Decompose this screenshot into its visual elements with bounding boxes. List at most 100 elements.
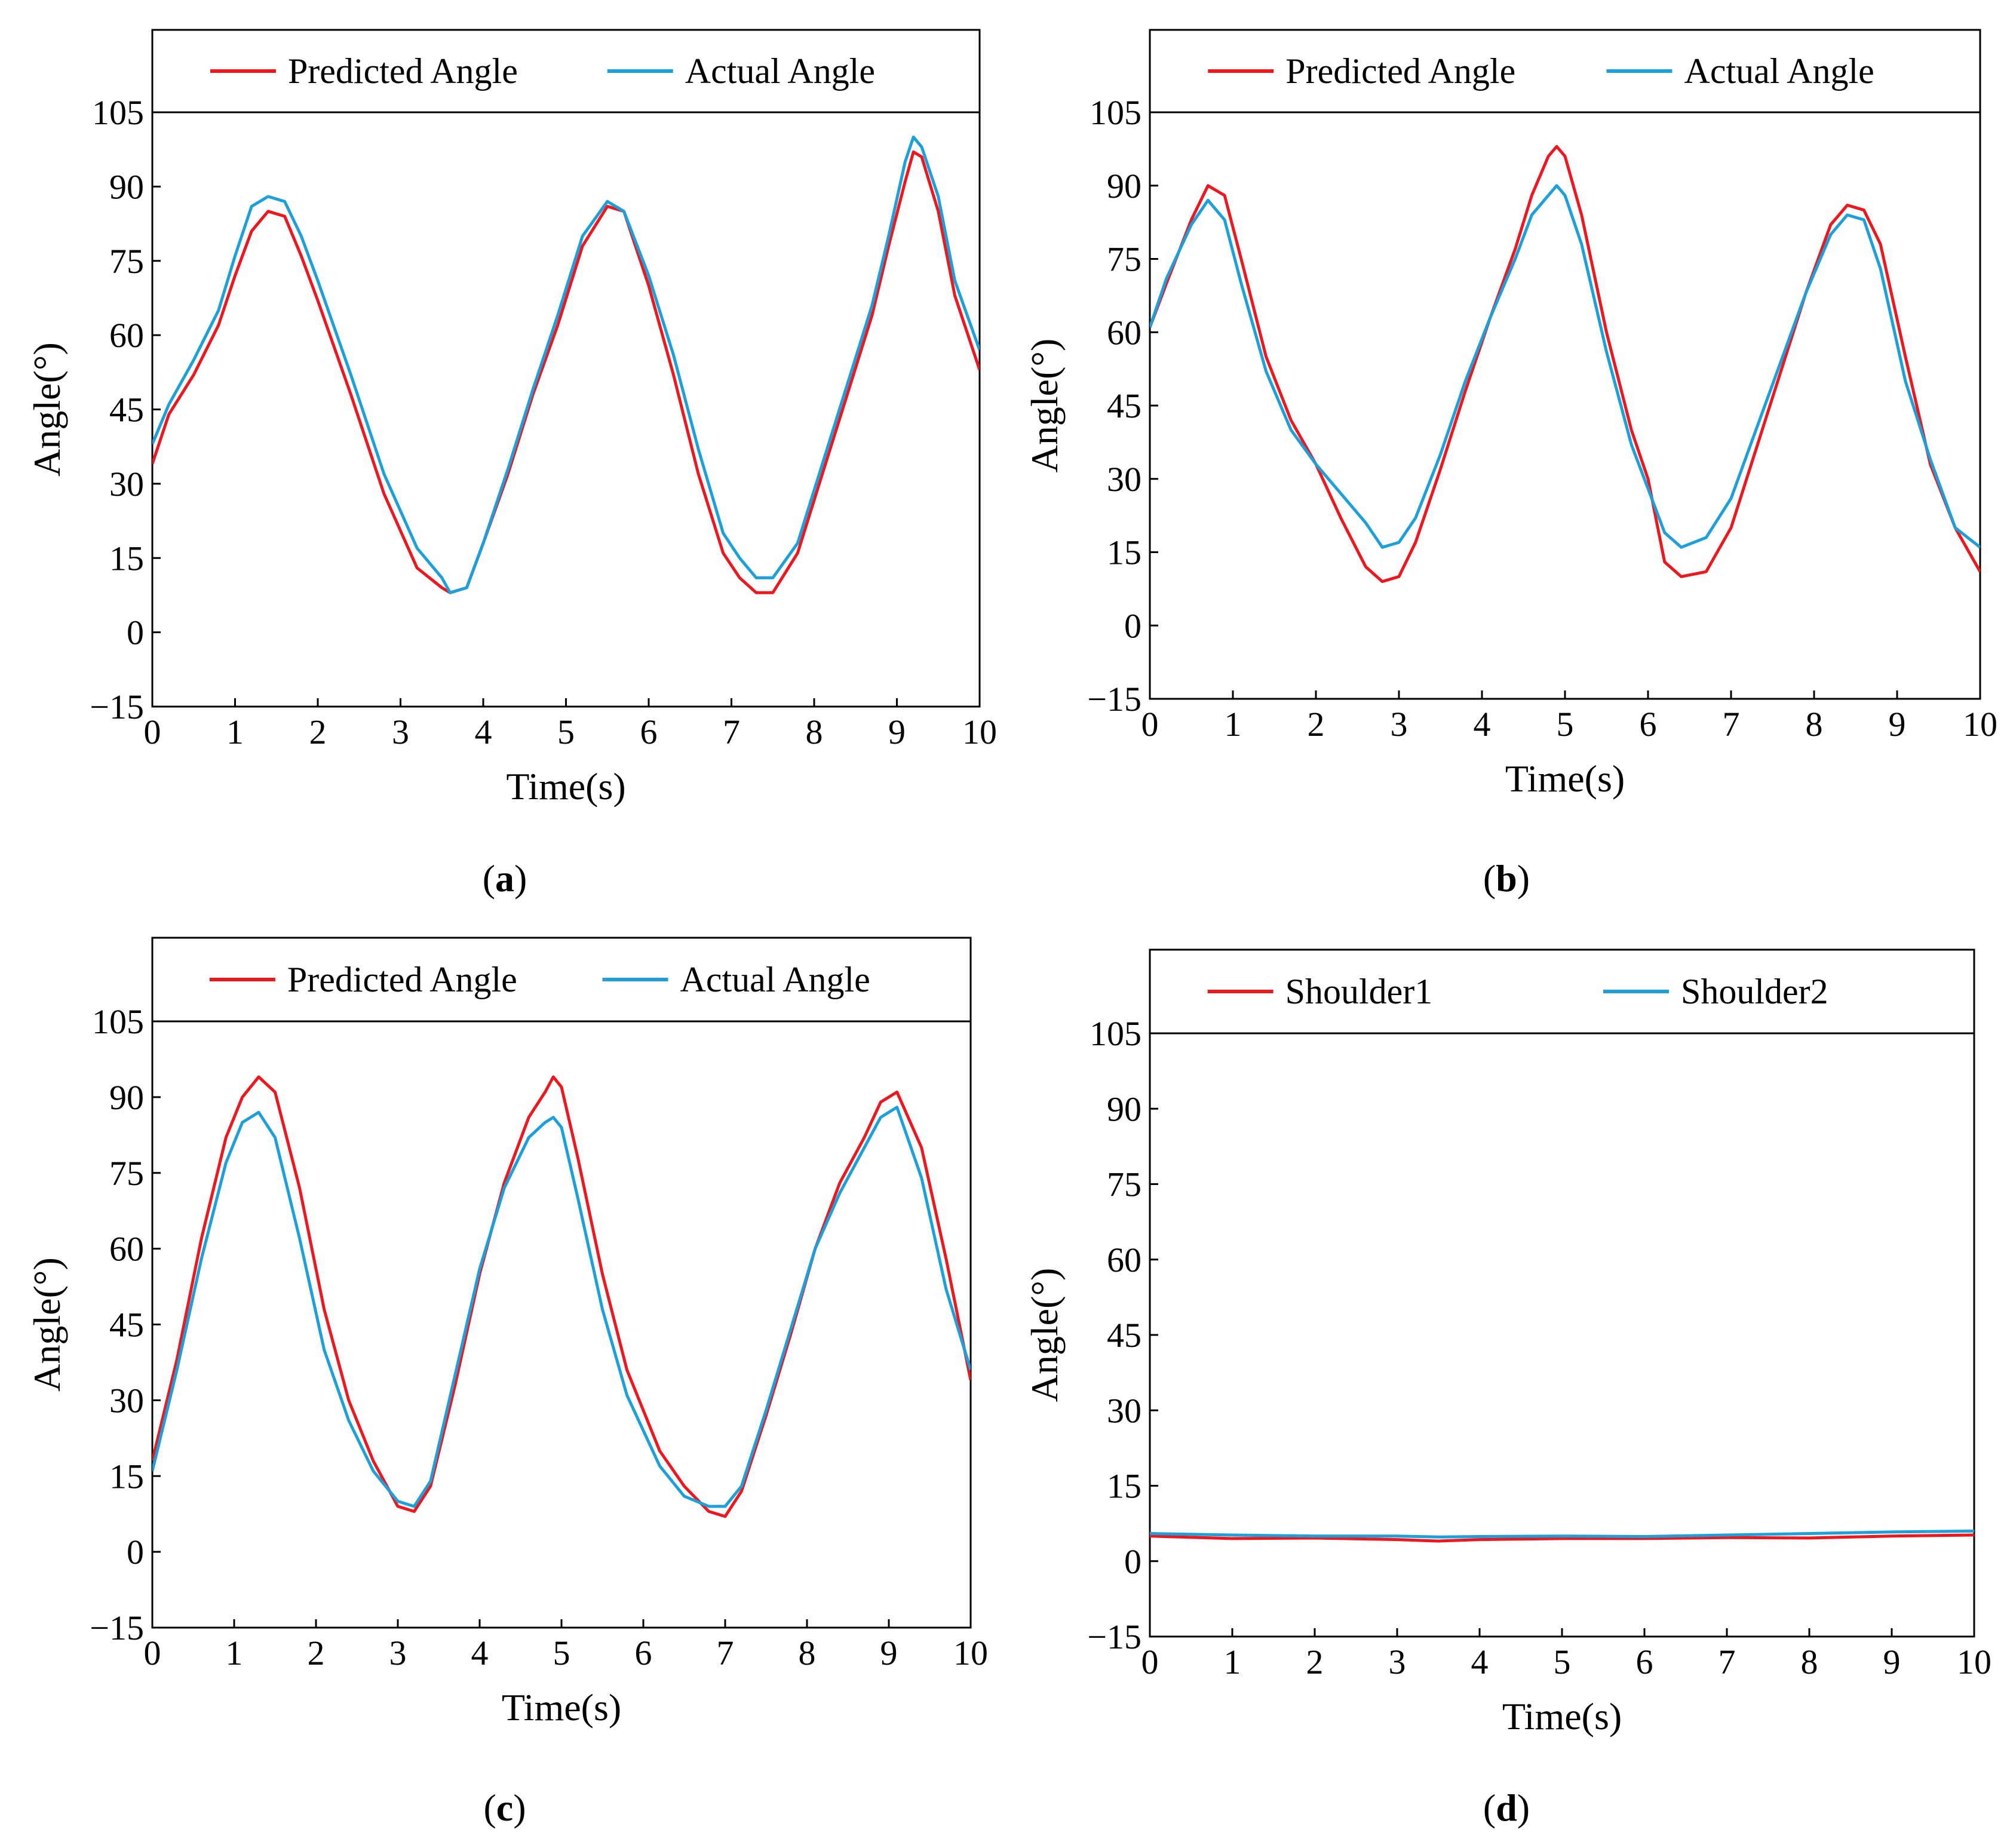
y-tick-label: 30 xyxy=(109,1381,144,1420)
series-line-predicted-angle xyxy=(1150,145,1980,584)
x-tick-label: 3 xyxy=(1391,705,1408,744)
panel-caption-c: (c) xyxy=(483,1786,526,1829)
x-tick-label: 4 xyxy=(475,713,492,751)
x-tick-label: 6 xyxy=(1640,705,1657,744)
x-tick-label: 10 xyxy=(962,713,997,751)
panel-caption-b: (b) xyxy=(1483,857,1530,900)
x-tick-label: 4 xyxy=(471,1634,489,1672)
x-tick-label: 7 xyxy=(723,713,740,751)
series-line-shoulder2 xyxy=(1150,1529,1974,1539)
y-tick-label: −15 xyxy=(1087,680,1141,719)
series-line-actual-angle xyxy=(152,1106,971,1508)
x-tick-label: 6 xyxy=(635,1634,652,1672)
y-tick-label: 0 xyxy=(1124,606,1141,645)
x-tick-label: 6 xyxy=(640,713,658,751)
x-tick-label: 0 xyxy=(1141,705,1159,744)
x-tick-label: 2 xyxy=(1306,1643,1324,1681)
x-tick-label: 8 xyxy=(806,713,823,751)
x-tick-label: 0 xyxy=(144,713,161,751)
x-axis-label: Time(s) xyxy=(1505,757,1625,800)
y-tick-label: 15 xyxy=(109,1457,144,1496)
legend-label-actual-angle: Actual Angle xyxy=(1684,51,1874,91)
y-tick-label: 75 xyxy=(109,1154,144,1193)
legend-label-predicted-angle: Predicted Angle xyxy=(288,51,518,91)
x-tick-label: 5 xyxy=(557,713,575,751)
y-tick-label: 30 xyxy=(1107,1391,1141,1430)
y-tick-label: 15 xyxy=(1107,533,1141,572)
x-tick-label: 7 xyxy=(717,1634,734,1672)
x-tick-label: 1 xyxy=(226,1634,243,1672)
y-tick-label: 0 xyxy=(127,613,144,652)
x-axis-label: Time(s) xyxy=(502,1686,621,1729)
x-tick-label: 4 xyxy=(1471,1643,1489,1681)
x-tick-label: 6 xyxy=(1636,1643,1653,1681)
x-tick-label: 4 xyxy=(1474,705,1491,744)
y-tick-label: 0 xyxy=(127,1533,144,1571)
y-axis-label: Angle(°) xyxy=(26,342,68,477)
y-tick-label: 45 xyxy=(109,1306,144,1344)
y-tick-label: 60 xyxy=(109,1230,144,1269)
x-axis-label: Time(s) xyxy=(1502,1695,1622,1738)
y-tick-label: 90 xyxy=(109,1078,144,1117)
y-tick-label: 15 xyxy=(109,539,144,578)
x-tick-label: 2 xyxy=(308,1634,325,1672)
x-tick-label: 1 xyxy=(1225,705,1242,744)
y-tick-label: 60 xyxy=(109,316,144,355)
legend-label-actual-angle: Actual Angle xyxy=(680,960,870,999)
y-tick-label: 30 xyxy=(109,465,144,504)
x-tick-label: 3 xyxy=(392,713,409,751)
x-tick-label: 2 xyxy=(1308,705,1325,744)
x-tick-label: 9 xyxy=(888,713,906,751)
y-tick-label: 15 xyxy=(1107,1467,1141,1506)
series-line-predicted-angle xyxy=(152,1075,971,1518)
y-tick-label: 60 xyxy=(1107,313,1141,352)
y-tick-label: −15 xyxy=(90,1608,144,1647)
y-tick-label: 75 xyxy=(1107,1165,1141,1204)
x-tick-label: 8 xyxy=(1801,1643,1818,1681)
y-tick-label: 105 xyxy=(92,1002,144,1041)
series-line-shoulder1 xyxy=(1150,1533,1974,1543)
x-tick-label: 5 xyxy=(1557,705,1574,744)
y-tick-label: 75 xyxy=(1107,240,1141,279)
x-tick-label: 10 xyxy=(953,1634,988,1672)
x-tick-label: 10 xyxy=(1963,705,1997,744)
y-axis-label: Angle(°) xyxy=(1023,1268,1066,1402)
x-tick-label: 0 xyxy=(144,1634,161,1672)
x-tick-label: 3 xyxy=(389,1634,407,1672)
x-tick-label: 1 xyxy=(1224,1643,1241,1681)
series-line-actual-angle xyxy=(152,136,980,594)
y-tick-label: 0 xyxy=(1124,1542,1141,1581)
x-tick-label: 3 xyxy=(1389,1643,1406,1681)
x-tick-label: 0 xyxy=(1141,1643,1159,1681)
x-tick-label: 5 xyxy=(1554,1643,1571,1681)
x-tick-label: 5 xyxy=(553,1634,570,1672)
x-tick-label: 2 xyxy=(309,713,327,751)
x-tick-label: 8 xyxy=(799,1634,816,1672)
y-tick-label: 45 xyxy=(109,391,144,429)
y-tick-label: 90 xyxy=(1107,167,1141,205)
y-axis-label: Angle(°) xyxy=(26,1257,68,1392)
y-tick-label: 45 xyxy=(1107,1316,1141,1355)
y-tick-label: 105 xyxy=(92,93,144,132)
y-tick-label: −15 xyxy=(1087,1617,1141,1656)
y-tick-label: 90 xyxy=(109,167,144,206)
y-tick-label: 45 xyxy=(1107,386,1141,425)
x-axis-label: Time(s) xyxy=(506,765,625,808)
x-tick-label: 1 xyxy=(226,713,244,751)
panel-caption-a: (a) xyxy=(483,857,527,900)
y-tick-label: 105 xyxy=(1090,1014,1141,1053)
legend-label-actual-angle: Actual Angle xyxy=(685,51,875,91)
legend-label-shoulder1: Shoulder1 xyxy=(1285,972,1433,1011)
x-tick-label: 7 xyxy=(1723,705,1740,744)
legend-label-predicted-angle: Predicted Angle xyxy=(287,960,517,999)
y-tick-label: −15 xyxy=(90,687,144,726)
y-tick-label: 60 xyxy=(1107,1241,1141,1279)
x-tick-label: 8 xyxy=(1806,705,1823,744)
series-line-predicted-angle xyxy=(152,150,980,594)
